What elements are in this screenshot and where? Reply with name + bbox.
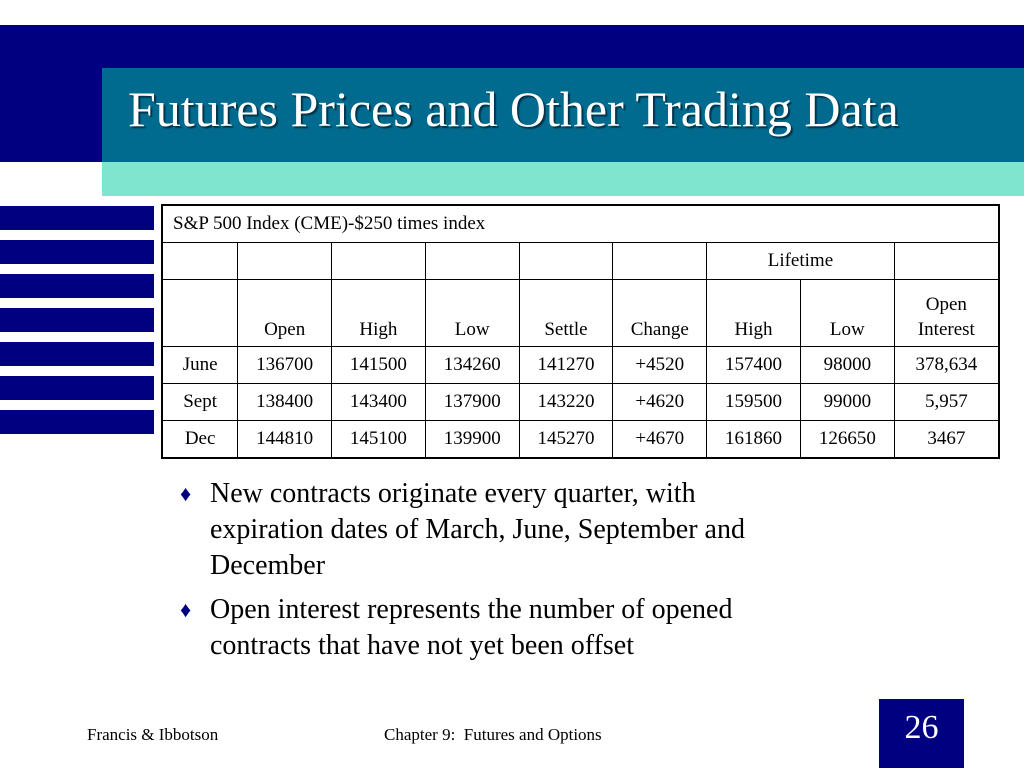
decorative-stripe [0, 240, 154, 264]
bullet-item: ♦ New contracts originate every quarter,… [180, 476, 880, 584]
left-decorative-stripes [0, 206, 154, 436]
low-cell: 134260 [424, 346, 520, 384]
diamond-bullet-icon: ♦ [180, 481, 192, 506]
change-cell: +4670 [612, 420, 708, 459]
open-column-header: Open [237, 279, 333, 347]
open-interest-header-line1: Open [925, 294, 967, 315]
decorative-stripe [0, 206, 154, 230]
futures-trading-table: S&P 500 Index (CME)-$250 times index Lif… [161, 204, 1000, 459]
lifetime-low-cell: 126650 [799, 420, 895, 459]
high-cell: 143400 [331, 383, 426, 421]
table-row: June 136700 141500 134260 141270 +4520 1… [161, 346, 1000, 384]
empty-header-cell [331, 242, 426, 280]
high-column-header: High [331, 279, 426, 347]
bullet-list: ♦ New contracts originate every quarter,… [180, 476, 880, 672]
table-caption-row: S&P 500 Index (CME)-$250 times index [161, 204, 1000, 243]
empty-header-cell [518, 242, 614, 280]
change-cell: +4620 [612, 383, 708, 421]
month-cell: Sept [161, 383, 239, 421]
table-row: Dec 144810 145100 139900 145270 +4670 16… [161, 420, 1000, 459]
table-column-header-row: Open High Low Settle Change High Low Ope… [161, 279, 1000, 347]
lifetime-low-cell: 99000 [799, 383, 895, 421]
decorative-stripe [0, 308, 154, 332]
high-cell: 145100 [331, 420, 426, 459]
open-cell: 138400 [237, 383, 333, 421]
footer-chapter: Chapter 9: Futures and Options [384, 725, 602, 744]
empty-header-cell [237, 242, 333, 280]
bullet-line: New contracts originate every quarter, w… [210, 478, 696, 509]
bullet-item: ♦ Open interest represents the number of… [180, 592, 880, 664]
month-cell: June [161, 346, 239, 384]
change-column-header: Change [612, 279, 708, 347]
month-cell: Dec [161, 420, 239, 459]
change-cell: +4520 [612, 346, 708, 384]
settle-cell: 143220 [518, 383, 614, 421]
bullet-line: contracts that have not yet been offset [210, 630, 634, 661]
bullet-line: December [210, 550, 326, 581]
high-cell: 141500 [331, 346, 426, 384]
lifetime-high-column-header: High [706, 279, 801, 347]
low-cell: 139900 [424, 420, 520, 459]
open-interest-header-line2: Interest [917, 319, 975, 340]
diamond-bullet-icon: ♦ [180, 597, 192, 622]
footer-authors: Francis & Ibbotson [87, 725, 219, 744]
empty-header-cell [893, 242, 1000, 280]
empty-header-cell [612, 242, 708, 280]
settle-column-header: Settle [518, 279, 614, 347]
lifetime-low-cell: 98000 [799, 346, 895, 384]
open-interest-cell: 3467 [893, 420, 1000, 459]
empty-header-cell [424, 242, 520, 280]
empty-header-cell [161, 242, 239, 280]
open-interest-cell: 5,957 [893, 383, 1000, 421]
table-caption: S&P 500 Index (CME)-$250 times index [161, 204, 1000, 243]
decorative-stripe [0, 376, 154, 400]
table-row: Sept 138400 143400 137900 143220 +4620 1… [161, 383, 1000, 421]
settle-cell: 145270 [518, 420, 614, 459]
open-cell: 136700 [237, 346, 333, 384]
page-title: Futures Prices and Other Trading Data [128, 81, 899, 137]
title-bar [102, 68, 1024, 162]
low-column-header: Low [424, 279, 520, 347]
table-group-header-row: Lifetime [161, 242, 1000, 280]
open-cell: 144810 [237, 420, 333, 459]
bullet-line: Open interest represents the number of o… [210, 594, 733, 625]
decorative-stripe [0, 342, 154, 366]
title-underline-strip [102, 162, 1024, 196]
lifetime-group-header: Lifetime [706, 242, 895, 280]
lifetime-high-cell: 159500 [706, 383, 801, 421]
page-number: 26 [904, 709, 939, 746]
settle-cell: 141270 [518, 346, 614, 384]
lifetime-high-cell: 157400 [706, 346, 801, 384]
decorative-stripe [0, 274, 154, 298]
open-interest-column-header: Open Interest [893, 279, 1000, 347]
decorative-stripe [0, 410, 154, 434]
month-column-header [161, 279, 239, 347]
lifetime-low-column-header: Low [799, 279, 895, 347]
low-cell: 137900 [424, 383, 520, 421]
open-interest-cell: 378,634 [893, 346, 1000, 384]
bullet-line: expiration dates of March, June, Septemb… [210, 514, 745, 545]
page-number-box: 26 [879, 699, 964, 768]
lifetime-high-cell: 161860 [706, 420, 801, 459]
